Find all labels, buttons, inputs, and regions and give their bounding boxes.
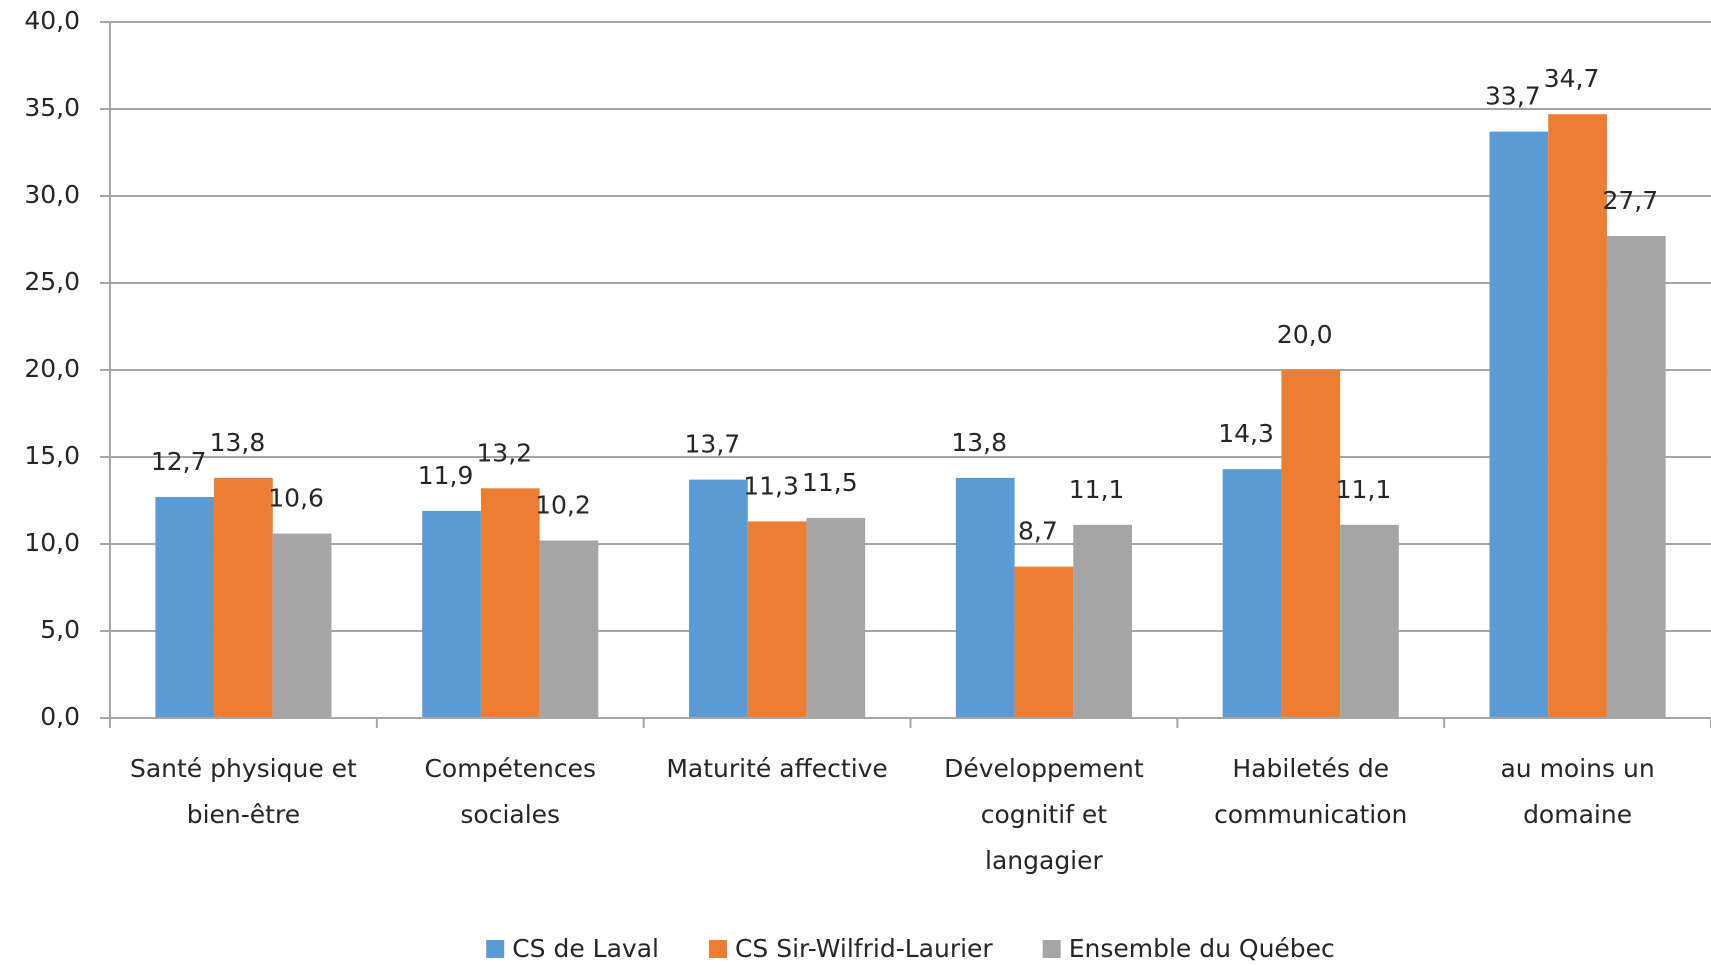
- data-label: 34,7: [1544, 64, 1600, 93]
- bar: [1281, 370, 1341, 718]
- y-tick-label: 5,0: [40, 615, 80, 644]
- data-label: 13,8: [951, 428, 1007, 457]
- data-label: 11,3: [743, 471, 799, 500]
- data-label: 33,7: [1485, 82, 1541, 111]
- data-label: 11,1: [1336, 475, 1392, 504]
- x-tick-label: Maturité affective: [666, 754, 888, 783]
- x-tick-label: au moins un domaine: [1500, 754, 1655, 829]
- legend-label: Ensemble du Québec: [1069, 934, 1335, 963]
- data-label: 10,2: [535, 491, 591, 520]
- bar: [689, 479, 748, 718]
- legend-label: CS Sir-Wilfrid-Laurier: [735, 934, 993, 963]
- x-tick-label: Développement cognitif et langagier: [944, 754, 1144, 875]
- data-label: 13,7: [685, 430, 741, 459]
- y-tick-label: 25,0: [24, 267, 80, 296]
- bar: [1606, 236, 1666, 718]
- x-tick-label: Compétences sociales: [424, 754, 597, 829]
- data-label: 11,9: [418, 461, 474, 490]
- data-label: 8,7: [1018, 517, 1058, 546]
- legend-label: CS de Laval: [512, 934, 659, 963]
- bar: [1548, 114, 1607, 719]
- data-label: 10,6: [268, 484, 324, 513]
- bar: [155, 497, 215, 718]
- legend-swatch: [1042, 940, 1061, 958]
- data-label: 11,5: [802, 468, 858, 497]
- bar: [214, 477, 273, 718]
- data-label: 13,2: [476, 438, 532, 467]
- bar: [272, 533, 332, 718]
- y-tick-label: 15,0: [24, 441, 80, 470]
- bar: [1340, 524, 1399, 718]
- bar: [955, 477, 1015, 718]
- y-tick-label: 40,0: [24, 6, 80, 35]
- bar: [480, 488, 540, 718]
- bar: [1014, 566, 1074, 718]
- data-label: 11,1: [1069, 475, 1125, 504]
- data-label: 27,7: [1602, 186, 1658, 215]
- bar: [1489, 131, 1549, 718]
- y-tick-label: 10,0: [24, 528, 80, 557]
- bar: [1073, 524, 1132, 718]
- x-tick-label: Santé physique et bien-être: [129, 754, 357, 829]
- y-tick-label: 35,0: [24, 93, 80, 122]
- legend-swatch: [708, 940, 727, 958]
- data-label: 20,0: [1277, 320, 1333, 349]
- x-tick-label: Habiletés de communication: [1214, 754, 1408, 829]
- y-tick-label: 0,0: [40, 702, 80, 731]
- data-label: 14,3: [1218, 419, 1274, 448]
- bar: [806, 517, 866, 718]
- bar: [539, 540, 599, 718]
- y-tick-label: 20,0: [24, 354, 80, 383]
- data-label: 13,8: [210, 428, 266, 457]
- bar: [422, 510, 481, 718]
- legend-swatch: [486, 940, 505, 958]
- y-tick-label: 30,0: [24, 180, 80, 209]
- bar: [1222, 469, 1282, 718]
- bar: [747, 521, 807, 718]
- data-label: 12,7: [151, 447, 207, 476]
